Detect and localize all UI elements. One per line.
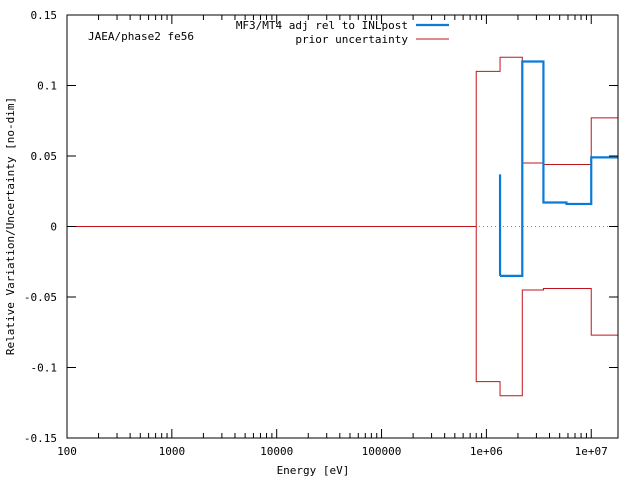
- series-prior-line-1: [475, 226, 618, 397]
- chart-annotation: JAEA/phase2 fe56: [88, 30, 194, 43]
- y-tick-label: -0.15: [24, 432, 57, 445]
- y-tick-label: 0.15: [31, 9, 58, 22]
- x-tick-label: 100000: [362, 445, 402, 458]
- y-tick-label: 0: [50, 221, 57, 234]
- legend-label-prior: prior uncertainty: [295, 33, 408, 46]
- legend-label-adj: MF3/MT4 adj rel to INLpost: [236, 19, 408, 32]
- legend: MF3/MT4 adj rel to INLpost prior uncerta…: [236, 19, 449, 46]
- plot-layer: [67, 56, 618, 397]
- x-tick-label: 1e+06: [470, 445, 503, 458]
- y-axis-title: Relative Variation/Uncertainty [no-dim]: [4, 97, 17, 355]
- y-tick-label: 0.1: [37, 80, 57, 93]
- x-axis-title: Energy [eV]: [277, 464, 350, 477]
- x-tick-label: 100: [57, 445, 77, 458]
- y-tick-label: 0.05: [31, 150, 58, 163]
- x-tick-label: 10000: [260, 445, 293, 458]
- y-tick-label: -0.1: [31, 362, 58, 375]
- x-tick-label: 1e+07: [575, 445, 608, 458]
- ticks-layer: 100 1000 10000 100000 1e+06 1e+07 0.15 0.1 0.05 0…: [24, 9, 618, 458]
- series-adj-line-1: [500, 60, 618, 277]
- y-tick-label: -0.05: [24, 291, 57, 304]
- x-tick-label: 1000: [159, 445, 186, 458]
